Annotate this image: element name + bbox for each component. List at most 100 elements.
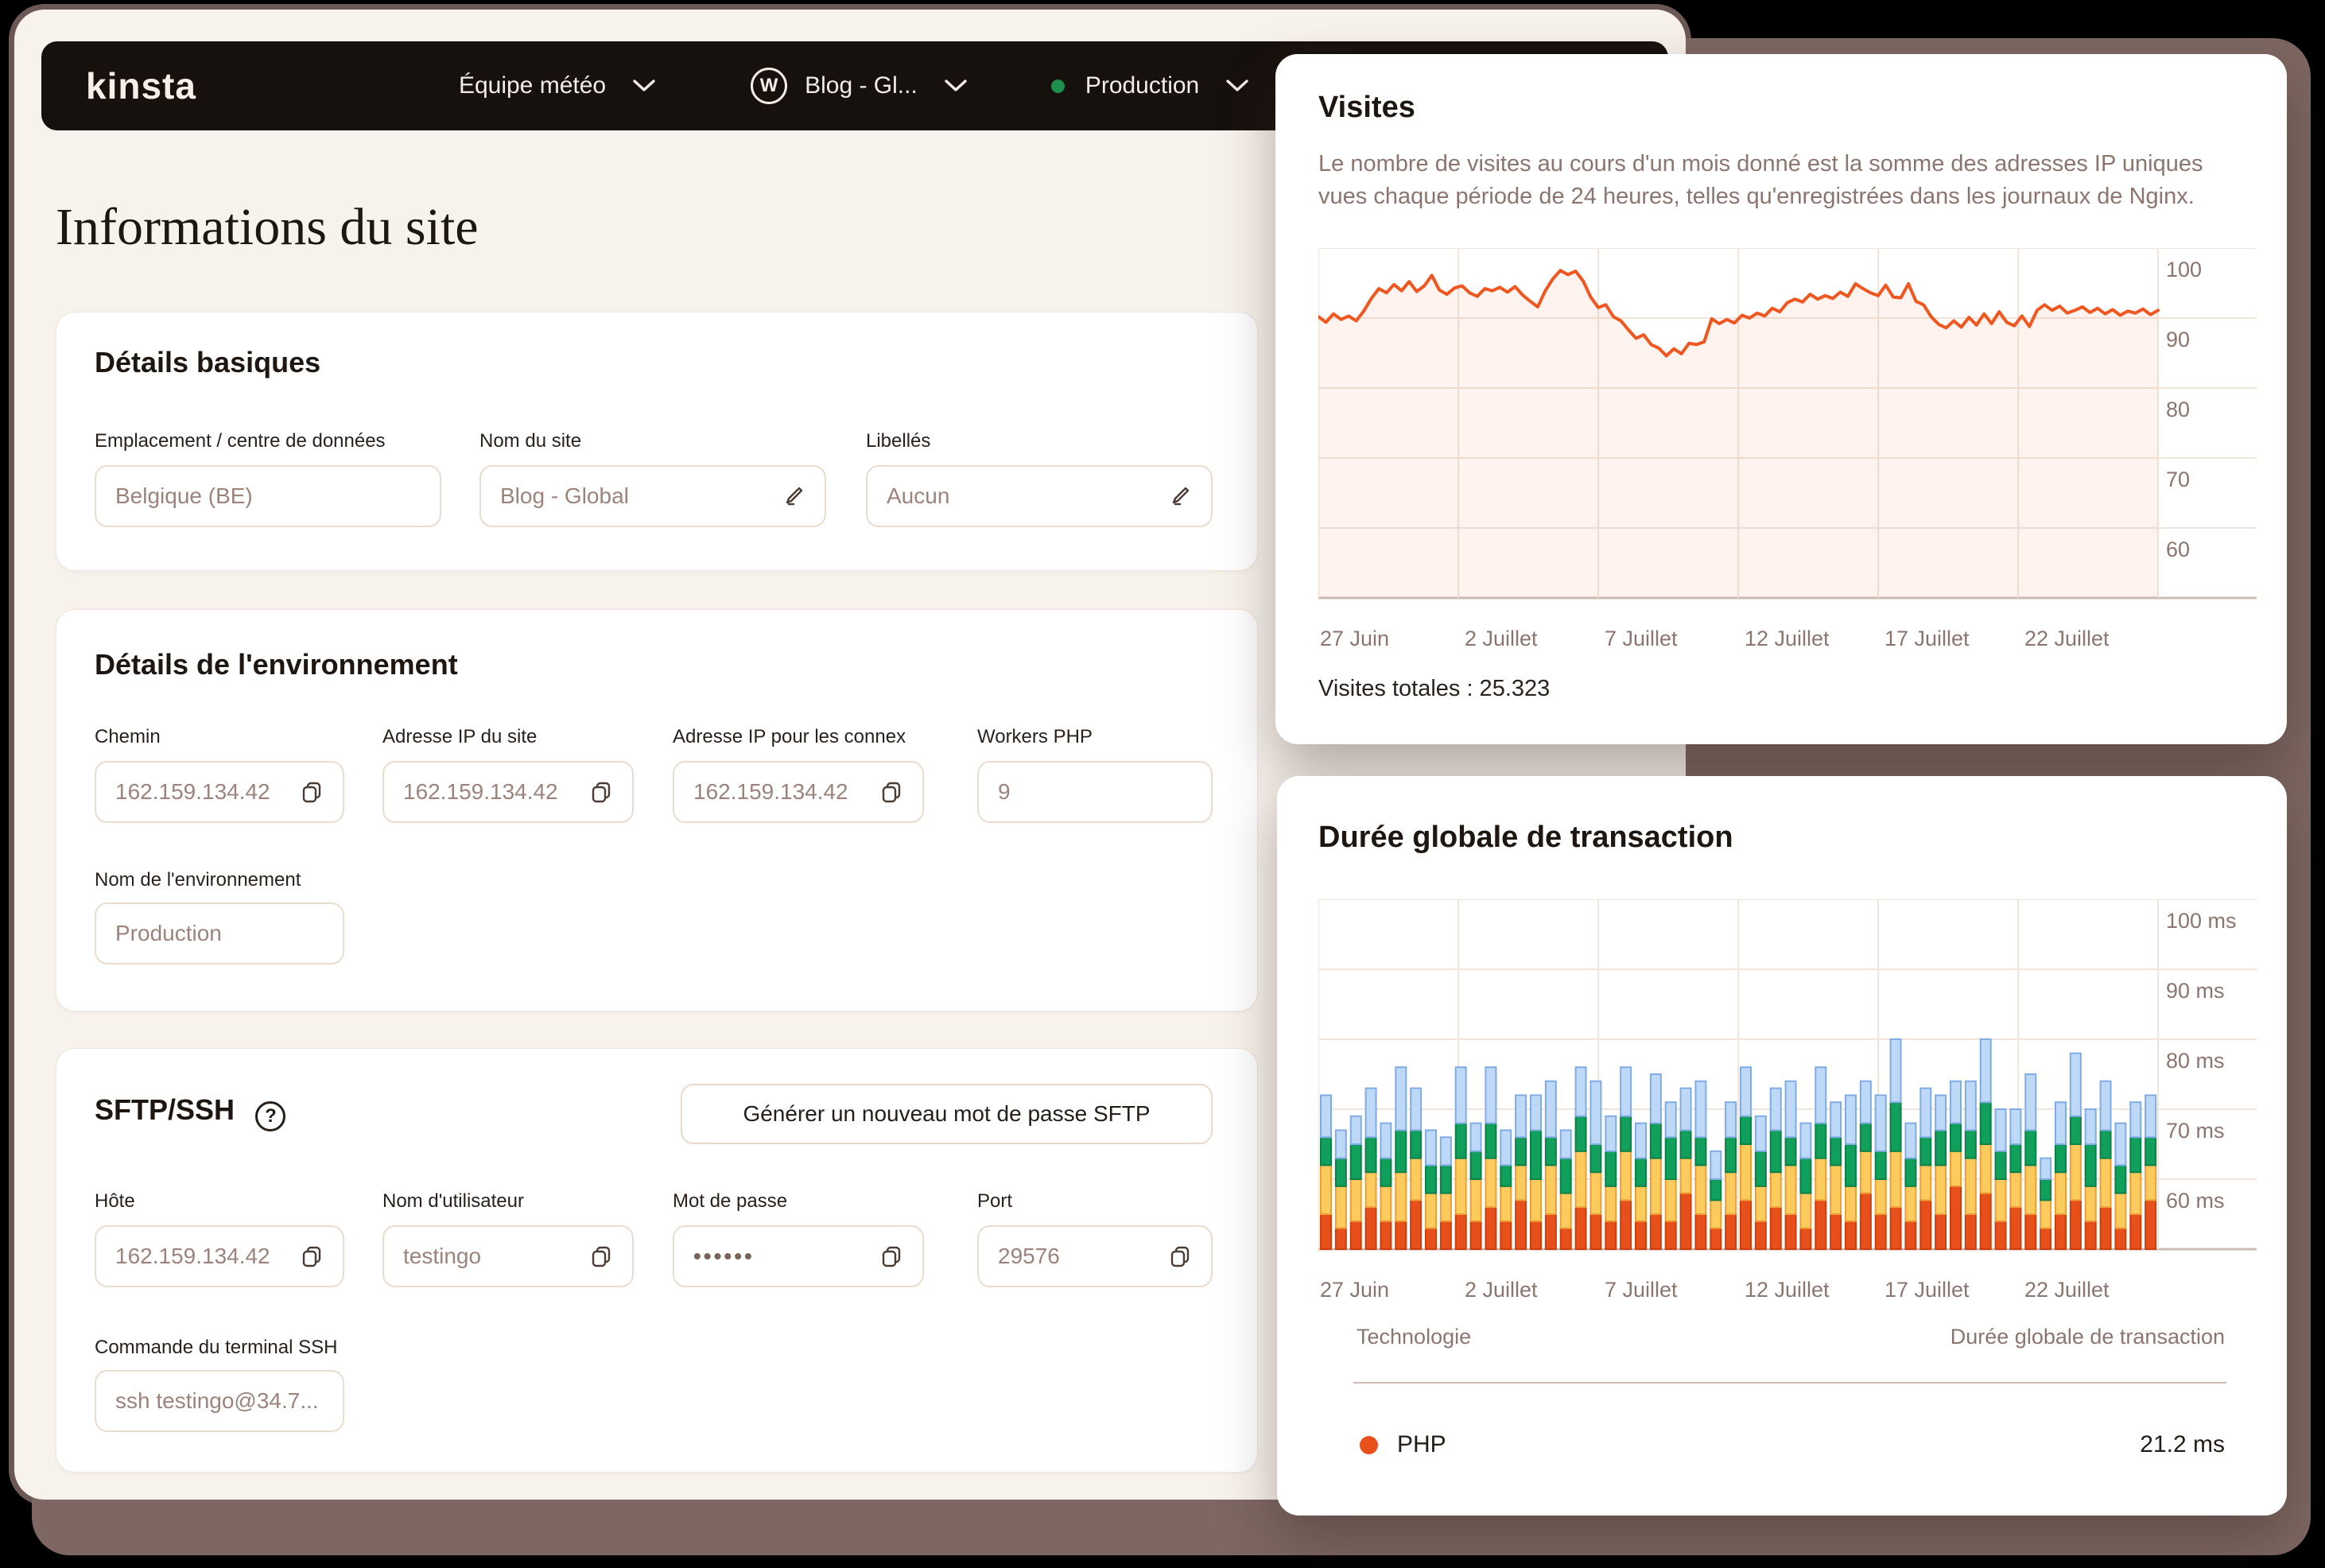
- site-name-label: Nom du site: [479, 430, 582, 452]
- sftp-ssh-title: SFTP/SSH: [95, 1093, 235, 1126]
- page-title: Informations du site: [56, 198, 479, 256]
- edit-pencil-icon[interactable]: [782, 484, 805, 508]
- connection-ip-label: Adresse IP pour les connex: [673, 726, 906, 747]
- datacenter-label: Emplacement / centre de données: [95, 430, 386, 452]
- copy-icon[interactable]: [879, 780, 903, 804]
- svg-text:22 Juillet: 22 Juillet: [2024, 1278, 2110, 1302]
- svg-text:90 ms: 90 ms: [2166, 979, 2225, 1003]
- path-field[interactable]: 162.159.134.42: [95, 761, 344, 823]
- username-value: testingo: [403, 1244, 482, 1268]
- copy-icon[interactable]: [589, 1244, 613, 1268]
- transaction-title: Durée globale de transaction: [1318, 821, 1733, 854]
- svg-text:60 ms: 60 ms: [2166, 1189, 2225, 1213]
- svg-text:7 Juillet: 7 Juillet: [1605, 627, 1678, 650]
- php-workers-label: Workers PHP: [977, 726, 1093, 747]
- basic-details-title: Détails basiques: [95, 346, 321, 378]
- svg-text:17 Juillet: 17 Juillet: [1884, 627, 1970, 650]
- transaction-bar-chart: 100 ms 90 ms 80 ms 70 ms 60 ms 27 Juin 2 Juill…: [1318, 898, 2257, 1376]
- table-row: PHP 21.2 ms: [1360, 1431, 2225, 1458]
- password-field[interactable]: ••••••: [673, 1225, 924, 1287]
- visits-total: Visites totales : 25.323: [1318, 676, 1551, 701]
- username-field[interactable]: testingo: [382, 1225, 634, 1287]
- path-value: 162.159.134.42: [115, 779, 270, 804]
- password-label: Mot de passe: [673, 1190, 788, 1212]
- svg-text:70 ms: 70 ms: [2166, 1119, 2225, 1143]
- php-workers-field: 9: [977, 761, 1213, 823]
- host-field[interactable]: 162.159.134.42: [95, 1225, 344, 1287]
- port-label: Port: [977, 1190, 1013, 1212]
- svg-text:12 Juillet: 12 Juillet: [1745, 1278, 1830, 1302]
- basic-details-card: Détails basiques Emplacement / centre de…: [56, 312, 1258, 571]
- site-selector[interactable]: W Blog - Gl...: [751, 68, 967, 104]
- visits-title: Visites: [1318, 91, 1415, 124]
- svg-text:100 ms: 100 ms: [2166, 909, 2237, 933]
- password-value: ••••••: [693, 1244, 755, 1268]
- table-divider: [1353, 1382, 2226, 1384]
- ssh-command-label: Commande du terminal SSH: [95, 1337, 338, 1358]
- site-selector-label: Blog - Gl...: [805, 72, 918, 99]
- site-ip-field[interactable]: 162.159.134.42: [382, 761, 634, 823]
- svg-text:70: 70: [2166, 468, 2190, 491]
- kinsta-logo: kinsta: [86, 65, 196, 107]
- table-header-duration: Durée globale de transaction: [1950, 1325, 2225, 1349]
- datacenter-field: Belgique (BE): [95, 465, 441, 527]
- environment-name-value: Production: [115, 921, 222, 945]
- help-icon[interactable]: ?: [255, 1100, 286, 1131]
- svg-text:80: 80: [2166, 398, 2190, 421]
- team-selector-label: Équipe météo: [458, 72, 607, 99]
- datacenter-value: Belgique (BE): [115, 483, 253, 508]
- svg-text:100: 100: [2166, 258, 2202, 281]
- environment-name-label: Nom de l'environnement: [95, 869, 301, 891]
- chevron-down-icon: [1226, 80, 1248, 91]
- copy-icon[interactable]: [1168, 1244, 1192, 1268]
- sftp-ssh-card: SFTP/SSH ? Générer un nouveau mot de pas…: [56, 1048, 1258, 1473]
- ssh-command-value: ssh testingo@34.7...: [115, 1388, 319, 1413]
- environment-selector-label: Production: [1085, 72, 1200, 99]
- site-name-field[interactable]: Blog - Global: [479, 465, 826, 527]
- site-name-value: Blog - Global: [500, 483, 629, 508]
- php-workers-value: 9: [998, 779, 1011, 804]
- site-ip-value: 162.159.134.42: [403, 779, 558, 804]
- copy-icon[interactable]: [300, 780, 324, 804]
- environment-selector[interactable]: Production: [1050, 72, 1248, 99]
- svg-text:27 Juin: 27 Juin: [1320, 627, 1389, 650]
- php-tech-label: PHP: [1397, 1431, 1446, 1457]
- visits-description: Le nombre de visites au cours d'un mois …: [1318, 151, 2203, 210]
- chevron-down-icon: [945, 80, 967, 91]
- visits-line-chart: 100 90 80 70 60 27 Juin 2 Juillet 7 Juillet 12 J…: [1317, 247, 2257, 662]
- svg-text:2 Juillet: 2 Juillet: [1465, 1278, 1538, 1302]
- environment-details-card: Détails de l'environnement Chemin Adress…: [56, 609, 1258, 1011]
- site-ip-label: Adresse IP du site: [382, 726, 538, 747]
- php-duration-value: 21.2 ms: [2140, 1431, 2225, 1457]
- copy-icon[interactable]: [300, 1244, 324, 1268]
- path-label: Chemin: [95, 726, 161, 747]
- port-field[interactable]: 29576: [977, 1225, 1213, 1287]
- copy-icon[interactable]: [879, 1244, 903, 1268]
- table-header-technology: Technologie: [1357, 1325, 1472, 1349]
- ssh-command-field[interactable]: ssh testingo@34.7...: [95, 1370, 344, 1432]
- svg-text:80 ms: 80 ms: [2166, 1049, 2225, 1073]
- edit-pencil-icon[interactable]: [1168, 484, 1192, 508]
- svg-text:27 Juin: 27 Juin: [1320, 1278, 1389, 1302]
- connection-ip-field[interactable]: 162.159.134.42: [673, 761, 924, 823]
- labels-field[interactable]: Aucun: [866, 465, 1213, 527]
- environment-name-field: Production: [95, 902, 344, 964]
- svg-text:60: 60: [2166, 538, 2190, 561]
- generate-sftp-password-button[interactable]: Générer un nouveau mot de passe SFTP: [681, 1084, 1213, 1144]
- labels-label: Libellés: [866, 430, 931, 452]
- copy-icon[interactable]: [589, 780, 613, 804]
- svg-text:22 Juillet: 22 Juillet: [2024, 627, 2110, 650]
- username-label: Nom d'utilisateur: [382, 1190, 524, 1212]
- connection-ip-value: 162.159.134.42: [693, 779, 848, 804]
- transaction-panel: Durée globale de transaction 100 ms 90 ms…: [1277, 776, 2287, 1516]
- svg-text:2 Juillet: 2 Juillet: [1465, 627, 1538, 650]
- host-label: Hôte: [95, 1190, 135, 1212]
- svg-text:12 Juillet: 12 Juillet: [1745, 627, 1830, 650]
- wordpress-icon: W: [751, 68, 788, 104]
- team-selector[interactable]: Équipe météo: [459, 72, 655, 99]
- svg-text:90: 90: [2166, 328, 2190, 351]
- php-legend-dot: [1360, 1435, 1378, 1454]
- svg-text:7 Juillet: 7 Juillet: [1605, 1278, 1678, 1302]
- labels-value: Aucun: [887, 483, 950, 508]
- host-value: 162.159.134.42: [115, 1244, 270, 1268]
